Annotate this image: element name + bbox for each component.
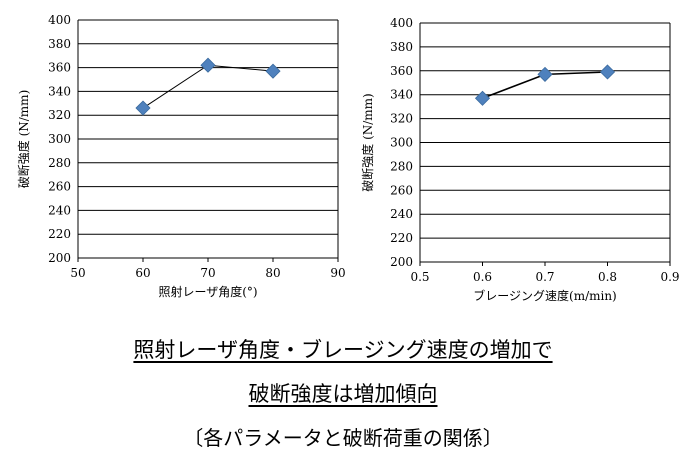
x-axis-label: 照射レーザ角度(°) [158,284,257,299]
y-tick-label: 360 [48,61,71,75]
caption-line-2: 破断強度は増加傾向 [248,382,438,406]
y-tick-label: 380 [48,37,71,51]
caption-line-1: 照射レーザ角度・ブレージング速度の増加で [133,338,553,362]
y-axis-label: 破断強度 (N/mm) [16,90,31,188]
y-tick-label: 260 [390,183,413,197]
x-tick-label: 70 [200,266,215,280]
x-tick-label: 90 [330,266,345,280]
x-tick-label: 80 [265,266,280,280]
x-tick-label: 60 [135,266,150,280]
chart-brazing-speed: 200 220 240 260 280 300 320 340 360 380 400 0.5 0.6 0… [360,16,680,303]
y-tick-label: 240 [48,203,71,217]
data-point [200,57,216,73]
x-tick-label: 0.9 [660,270,679,284]
data-point [474,90,491,106]
y-tick-label: 280 [390,159,413,173]
x-axis-label: ブレージング速度(m/min) [473,288,617,303]
x-tick-label: 50 [70,266,85,280]
y-tick-label: 360 [390,64,413,78]
y-tick-label: 200 [48,251,71,265]
y-tick-label: 400 [48,13,71,27]
y-tick-label: 200 [390,255,413,269]
y-tick-label: 340 [48,84,71,98]
y-tick-label: 220 [48,227,71,241]
data-point [135,100,151,116]
charts-canvas: 200 220 240 260 280 300 320 340 360 380 400 50 60 70 8… [16,13,680,303]
y-tick-label: 300 [390,136,413,150]
x-tick-label: 0.5 [410,270,429,284]
y-tick-label: 340 [390,88,413,102]
y-tick-label: 400 [390,16,413,30]
y-tick-label: 300 [48,132,71,146]
y-tick-label: 320 [390,112,413,126]
caption-line-3: 〔各パラメータと破断荷重の関係〕 [183,426,503,450]
data-point [265,63,281,79]
x-tick-label: 0.7 [535,270,554,284]
data-point [537,66,553,82]
y-tick-label: 320 [48,108,71,122]
y-tick-label: 260 [48,180,71,194]
y-tick-label: 220 [390,231,413,245]
data-point [599,64,616,80]
y-tick-label: 280 [48,156,71,170]
x-tick-label: 0.6 [473,270,492,284]
chart-laser-angle: 200 220 240 260 280 300 320 340 360 380 400 50 60 70 8… [16,13,346,299]
y-axis-label: 破断強度 (N/mm) [360,93,375,191]
y-tick-label: 380 [390,40,413,54]
x-tick-label: 0.8 [598,270,617,284]
y-tick-label: 240 [390,207,413,221]
